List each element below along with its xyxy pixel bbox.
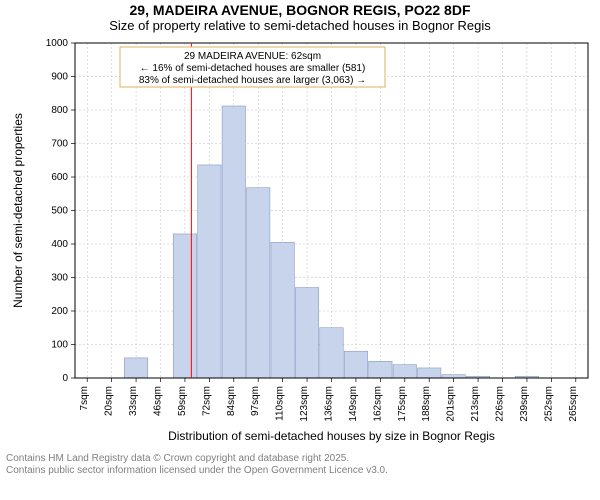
svg-text:33sqm: 33sqm — [128, 386, 139, 416]
svg-text:900: 900 — [51, 72, 68, 83]
histogram-bar — [369, 361, 392, 378]
svg-text:300: 300 — [51, 273, 68, 284]
svg-text:46sqm: 46sqm — [153, 386, 164, 416]
histogram-bar — [442, 375, 465, 378]
annotation-text: 29 MADEIRA AVENUE: 62sqm — [184, 51, 321, 62]
x-axis-label: Distribution of semi-detached houses by … — [168, 429, 495, 443]
chart-title-line1: 29, MADEIRA AVENUE, BOGNOR REGIS, PO22 8… — [0, 0, 600, 18]
svg-text:400: 400 — [51, 239, 68, 250]
histogram-bar — [222, 106, 245, 378]
svg-text:800: 800 — [51, 105, 68, 116]
svg-text:7sqm: 7sqm — [79, 386, 90, 410]
svg-text:175sqm: 175sqm — [397, 386, 408, 422]
histogram-bar — [271, 242, 294, 378]
svg-text:123sqm: 123sqm — [299, 386, 310, 422]
svg-text:252sqm: 252sqm — [543, 386, 554, 422]
chart-title-line2: Size of property relative to semi-detach… — [0, 18, 600, 33]
svg-text:149sqm: 149sqm — [348, 386, 359, 422]
histogram-bar — [295, 288, 318, 378]
svg-text:201sqm: 201sqm — [446, 386, 457, 422]
histogram-bar — [198, 165, 221, 378]
footer-line2: Contains public sector information licen… — [6, 465, 600, 477]
svg-text:136sqm: 136sqm — [324, 386, 335, 422]
svg-text:100: 100 — [51, 340, 68, 351]
svg-text:600: 600 — [51, 172, 68, 183]
svg-text:72sqm: 72sqm — [201, 386, 212, 416]
footer-credits: Contains HM Land Registry data © Crown c… — [0, 453, 600, 477]
svg-text:84sqm: 84sqm — [226, 386, 237, 416]
annotation-text: 83% of semi-detached houses are larger (… — [139, 75, 366, 86]
histogram-bar — [124, 358, 147, 378]
histogram-bar — [173, 234, 196, 378]
svg-text:162sqm: 162sqm — [372, 386, 383, 422]
svg-text:0: 0 — [62, 373, 68, 384]
svg-text:239sqm: 239sqm — [519, 386, 530, 422]
svg-text:188sqm: 188sqm — [421, 386, 432, 422]
svg-text:500: 500 — [51, 206, 68, 217]
histogram-chart: 0 100 200 300 400 500 600 700 800 900 1000 7sqm 20sq… — [0, 33, 600, 453]
svg-text:110sqm: 110sqm — [275, 386, 286, 421]
svg-text:97sqm: 97sqm — [250, 386, 261, 416]
svg-text:200: 200 — [51, 306, 68, 317]
histogram-bar — [247, 188, 270, 378]
histogram-bar — [418, 368, 441, 378]
svg-text:265sqm: 265sqm — [568, 386, 579, 422]
svg-text:20sqm: 20sqm — [104, 386, 115, 416]
histogram-bar — [393, 365, 416, 378]
svg-text:59sqm: 59sqm — [177, 386, 188, 416]
histogram-bar — [320, 328, 343, 378]
footer-line1: Contains HM Land Registry data © Crown c… — [6, 453, 600, 465]
annotation-text: ← 16% of semi-detached houses are smalle… — [140, 63, 366, 74]
svg-text:213sqm: 213sqm — [470, 386, 481, 422]
svg-text:226sqm: 226sqm — [495, 386, 506, 422]
histogram-bar — [344, 351, 367, 378]
svg-text:700: 700 — [51, 139, 68, 150]
svg-text:1000: 1000 — [46, 38, 69, 49]
y-axis-label: Number of semi-detached properties — [11, 113, 25, 308]
